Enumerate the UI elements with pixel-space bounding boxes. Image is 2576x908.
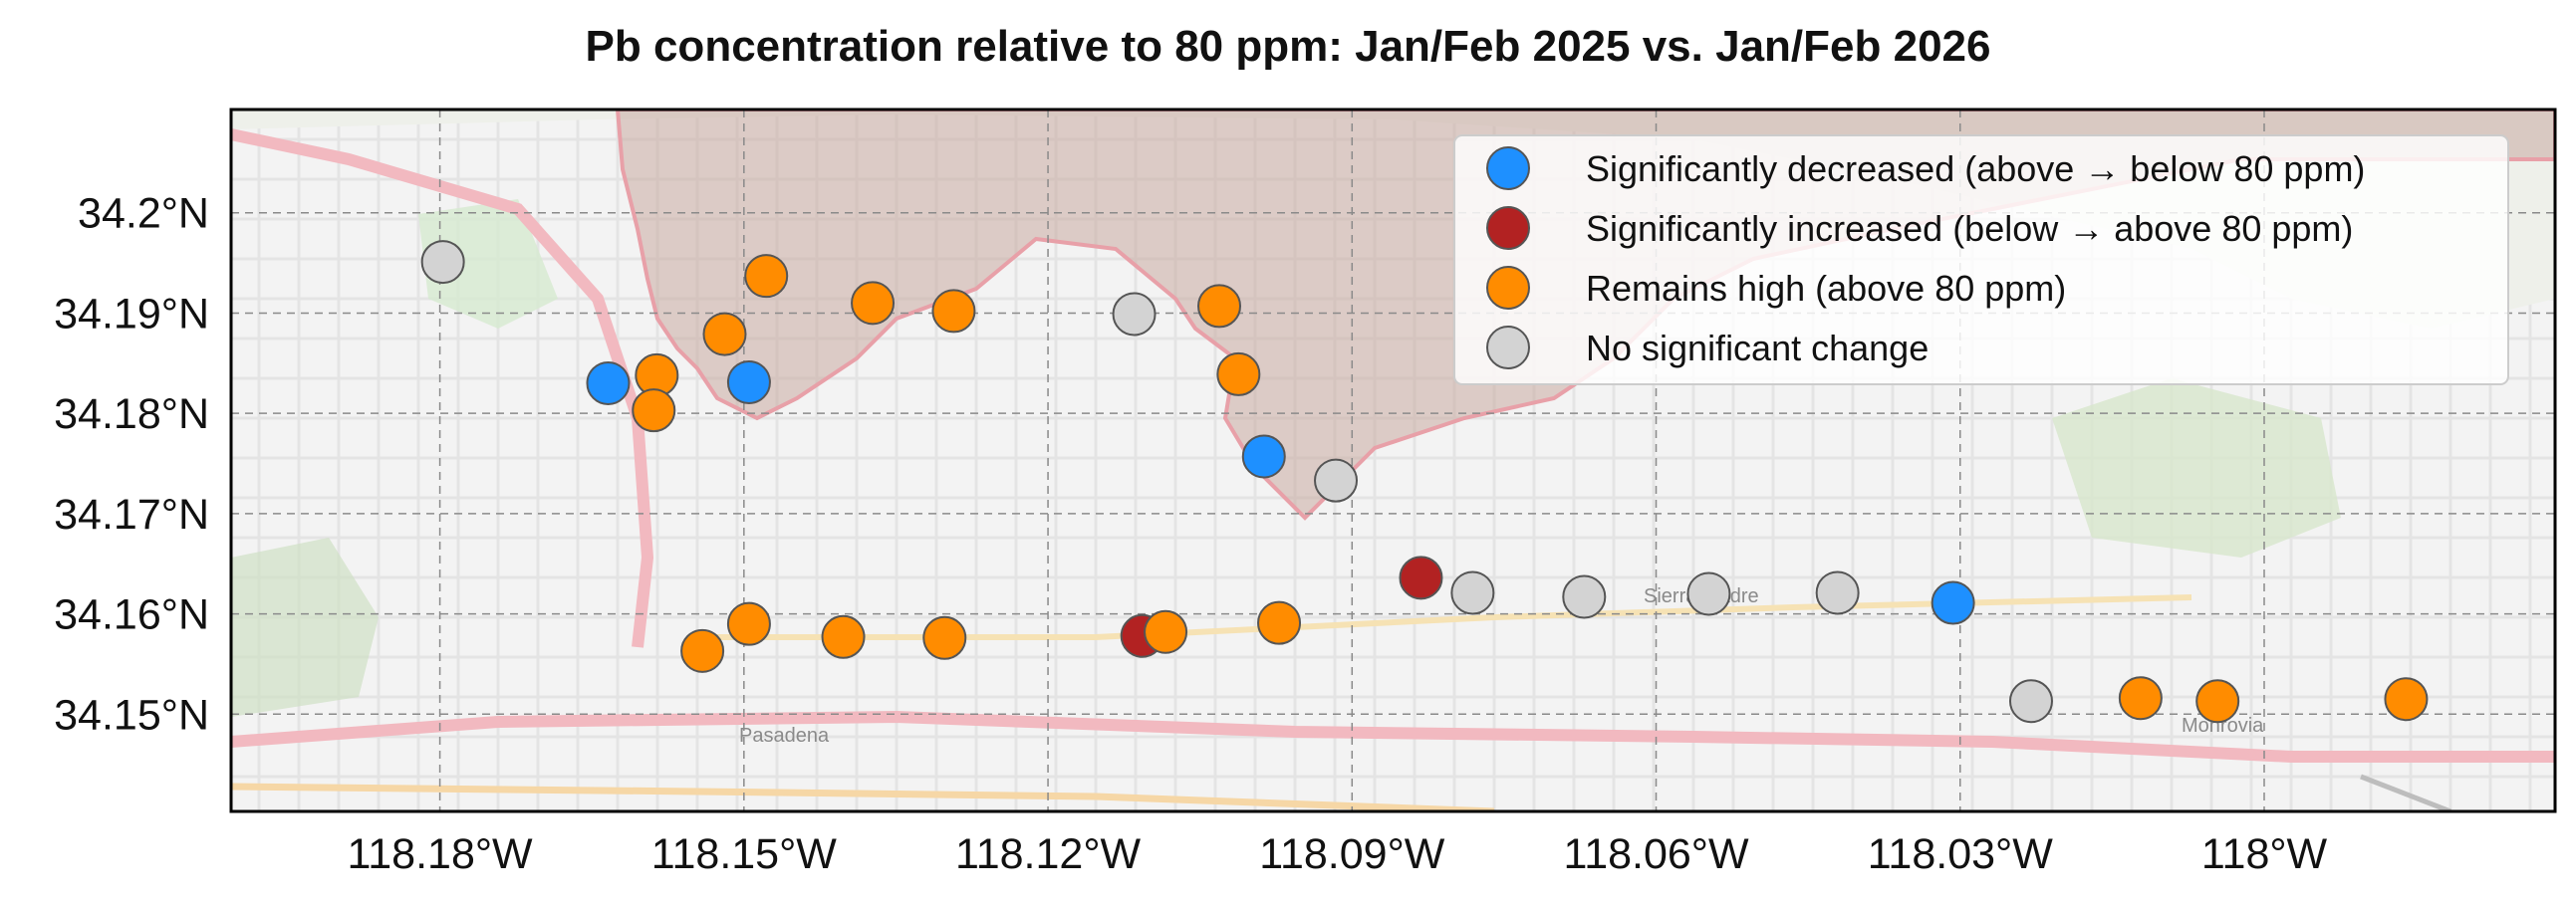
sample-point-remains-high — [702, 312, 747, 356]
sample-point-decreased — [1241, 434, 1286, 479]
basemap-label-monrovia: Monrovia — [2182, 715, 2264, 737]
sample-point-remains-high — [1257, 600, 1302, 645]
sample-point-no-change — [2008, 679, 2053, 724]
sample-point-decreased — [1931, 580, 1975, 625]
legend-label-no-change: No significant change — [1586, 328, 1929, 368]
legend-box — [1453, 134, 2509, 385]
chart-title: Pb concentration relative to 80 ppm: Jan… — [585, 22, 1991, 71]
legend-label-decreased: Significantly decreased (above → below 8… — [1586, 148, 2365, 189]
sample-point-remains-high — [744, 254, 789, 299]
sample-point-remains-high — [1216, 351, 1261, 396]
sample-point-no-change — [1686, 571, 1731, 616]
sample-point-remains-high — [821, 614, 866, 659]
sample-point-remains-high — [2384, 677, 2429, 722]
y-tick-label: 34.15°N — [54, 691, 209, 739]
sample-point-remains-high — [2195, 679, 2240, 724]
sample-point-remains-high — [2118, 676, 2163, 721]
sample-point-remains-high — [680, 628, 725, 673]
latitude-ticks: 34.2°N 34.19°N 34.18°N 34.17°N 34.16°N 34.15°… — [54, 190, 209, 740]
x-tick-label: 118.03°W — [1868, 830, 2054, 878]
sample-point-remains-high — [851, 281, 896, 326]
sample-point-remains-high — [1197, 284, 1242, 329]
sample-point-remains-high — [931, 289, 976, 334]
plot-frame — [229, 108, 2557, 813]
sample-points — [420, 240, 2429, 724]
watershed-park — [418, 199, 558, 329]
legend-marker-decreased — [1486, 146, 1530, 190]
x-tick-label: 118°W — [2201, 830, 2328, 878]
sample-point-no-change — [1112, 292, 1157, 337]
legend-marker-increased — [1486, 206, 1530, 250]
wilderness-preserve — [2052, 378, 2341, 558]
rail-line — [2360, 774, 2451, 811]
x-tick-label: 118.06°W — [1563, 830, 1749, 878]
basemap-label-pasadena: Pasadena — [739, 725, 830, 747]
park-area — [231, 538, 379, 717]
y-tick-label: 34.19°N — [54, 290, 209, 338]
sample-point-remains-high — [1144, 609, 1188, 654]
legend-marker-no-change — [1486, 326, 1530, 369]
legend-label-increased: Significantly increased (below → above 8… — [1586, 208, 2353, 249]
x-tick-label: 118.12°W — [955, 830, 1142, 878]
interstate-210 — [231, 710, 2555, 763]
x-tick-label: 118.09°W — [1259, 830, 1445, 878]
y-tick-label: 34.18°N — [54, 390, 209, 438]
x-tick-label: 118.18°W — [348, 830, 534, 878]
sample-point-remains-high — [726, 601, 771, 646]
sample-point-remains-high — [632, 388, 676, 433]
sample-point-no-change — [1450, 570, 1495, 615]
legend-label-remains-high: Remains high (above 80 ppm) — [1586, 268, 2066, 309]
sample-point-decreased — [726, 359, 771, 404]
sample-point-decreased — [586, 360, 631, 405]
longitude-ticks: 118.18°W 118.15°W 118.12°W 118.09°W 118.06°W… — [348, 830, 2328, 878]
legend: Significantly decreased (above → below 8… — [1453, 134, 2509, 385]
sample-point-increased — [1399, 556, 1443, 600]
sample-point-no-change — [420, 240, 465, 285]
y-tick-label: 34.2°N — [78, 190, 209, 238]
y-tick-label: 34.17°N — [54, 491, 209, 539]
sample-point-remains-high — [922, 615, 967, 660]
sample-point-no-change — [1314, 458, 1359, 503]
sample-point-no-change — [1562, 574, 1607, 619]
y-tick-label: 34.16°N — [54, 591, 209, 639]
x-tick-label: 118.15°W — [651, 830, 838, 878]
sample-point-no-change — [1815, 570, 1860, 615]
arterial-road — [231, 783, 1495, 811]
legend-marker-remains-high — [1486, 266, 1530, 310]
highway-2 — [231, 128, 654, 648]
